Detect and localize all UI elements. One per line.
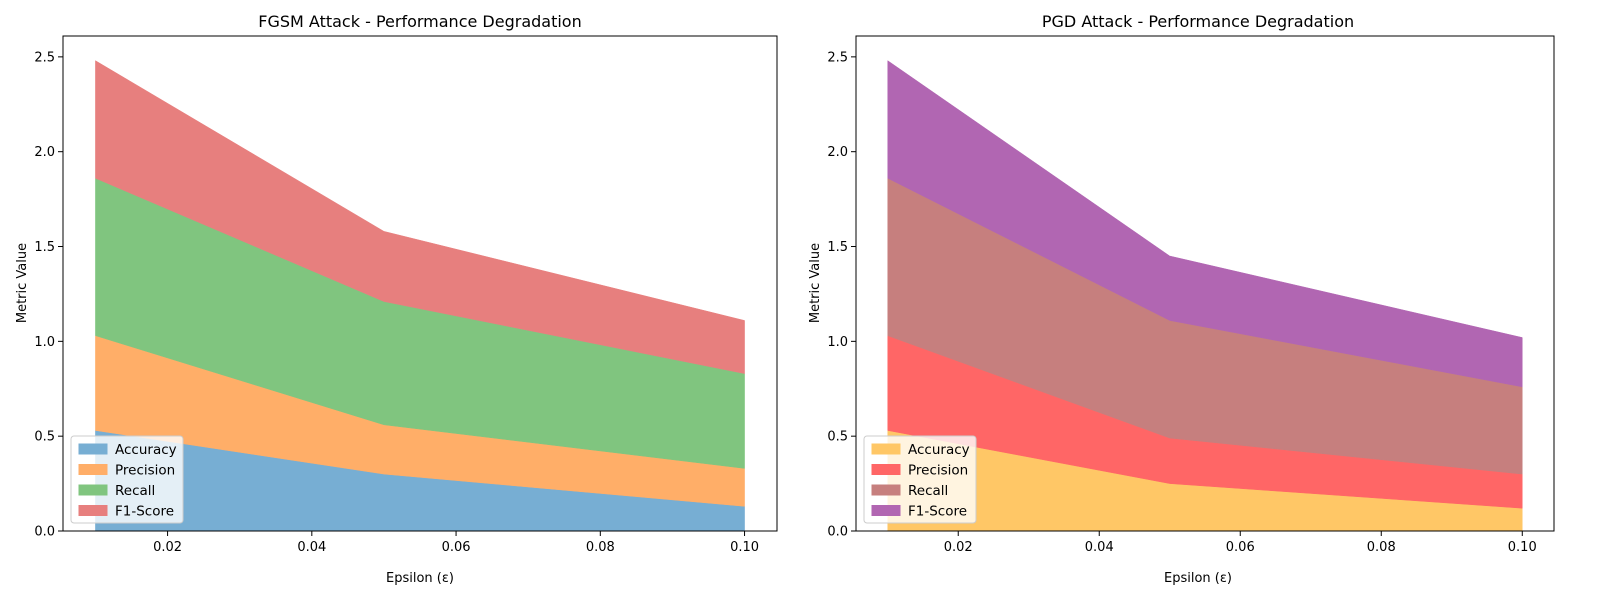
fgsm-chart-panel: FGSM Attack - Performance Degradation Ep… xyxy=(15,12,778,586)
legend-swatch-accuracy xyxy=(871,443,901,455)
y-tick-label: 2.0 xyxy=(827,145,848,160)
legend-swatch-accuracy xyxy=(78,443,108,455)
legend-label-recall: Recall xyxy=(115,483,155,499)
y-tick-label: 2.5 xyxy=(34,50,55,65)
area-f1-score xyxy=(95,60,745,374)
legend: Accuracy Precision Recall F1-Score xyxy=(70,435,184,524)
x-axis-label: Epsilon (ε) xyxy=(386,571,454,586)
y-tick-label: 1.0 xyxy=(34,335,55,350)
legend-box xyxy=(70,435,184,524)
legend-box xyxy=(863,435,977,524)
x-axis-ticks: 0.02 0.04 0.06 0.08 0.10 xyxy=(944,531,1537,555)
legend-label-precision: Precision xyxy=(115,463,175,479)
stacked-areas xyxy=(887,60,1523,532)
x-tick-label: 0.04 xyxy=(297,540,326,555)
y-axis-label: Metric Value xyxy=(808,243,823,323)
legend-swatch-f1-score xyxy=(78,505,108,516)
pgd-chart-panel: PGD Attack - Performance Degradation Eps… xyxy=(808,12,1555,586)
legend-swatch-recall xyxy=(78,484,108,496)
chart-title: PGD Attack - Performance Degradation xyxy=(1042,12,1354,31)
plot-frame xyxy=(62,35,778,532)
y-tick-label: 0.5 xyxy=(827,430,848,445)
x-tick-label: 0.10 xyxy=(1508,540,1537,555)
y-axis-label: Metric Value xyxy=(15,243,30,323)
y-tick-label: 1.5 xyxy=(827,240,848,255)
legend: Accuracy Precision Recall F1-Score xyxy=(863,435,977,524)
legend-label-recall: Recall xyxy=(908,483,948,499)
y-tick-label: 2.0 xyxy=(34,145,55,160)
legend-swatch-precision xyxy=(871,464,901,475)
chart-title: FGSM Attack - Performance Degradation xyxy=(258,12,581,31)
x-tick-label: 0.04 xyxy=(1085,540,1114,555)
legend-label-accuracy: Accuracy xyxy=(115,442,177,458)
legend-swatch-recall xyxy=(871,484,901,496)
x-tick-label: 0.06 xyxy=(442,540,471,555)
x-axis-label: Epsilon (ε) xyxy=(1164,571,1232,586)
area-f1-score xyxy=(887,60,1523,388)
x-tick-label: 0.08 xyxy=(1367,540,1396,555)
y-tick-label: 0.5 xyxy=(34,430,55,445)
legend-label-precision: Precision xyxy=(908,463,968,479)
stacked-areas xyxy=(95,60,745,532)
x-axis-ticks: 0.02 0.04 0.06 0.08 0.10 xyxy=(153,531,759,555)
x-tick-label: 0.02 xyxy=(944,540,973,555)
y-tick-label: 0.0 xyxy=(34,525,55,540)
legend-label-f1-score: F1-Score xyxy=(115,504,174,520)
y-tick-label: 2.5 xyxy=(827,50,848,65)
x-tick-label: 0.08 xyxy=(586,540,615,555)
legend-label-f1-score: F1-Score xyxy=(908,504,967,520)
y-tick-label: 0.0 xyxy=(827,525,848,540)
y-axis-ticks: 0.0 0.5 1.0 1.5 2.0 2.5 xyxy=(827,50,856,540)
x-tick-label: 0.02 xyxy=(153,540,182,555)
x-tick-label: 0.10 xyxy=(730,540,759,555)
legend-swatch-precision xyxy=(78,464,108,475)
x-tick-label: 0.06 xyxy=(1226,540,1255,555)
plot-frame xyxy=(855,35,1555,532)
y-axis-ticks: 0.0 0.5 1.0 1.5 2.0 2.5 xyxy=(34,50,63,540)
legend-label-accuracy: Accuracy xyxy=(908,442,970,458)
y-tick-label: 1.0 xyxy=(827,335,848,350)
legend-swatch-f1-score xyxy=(871,505,901,516)
y-tick-label: 1.5 xyxy=(34,240,55,255)
